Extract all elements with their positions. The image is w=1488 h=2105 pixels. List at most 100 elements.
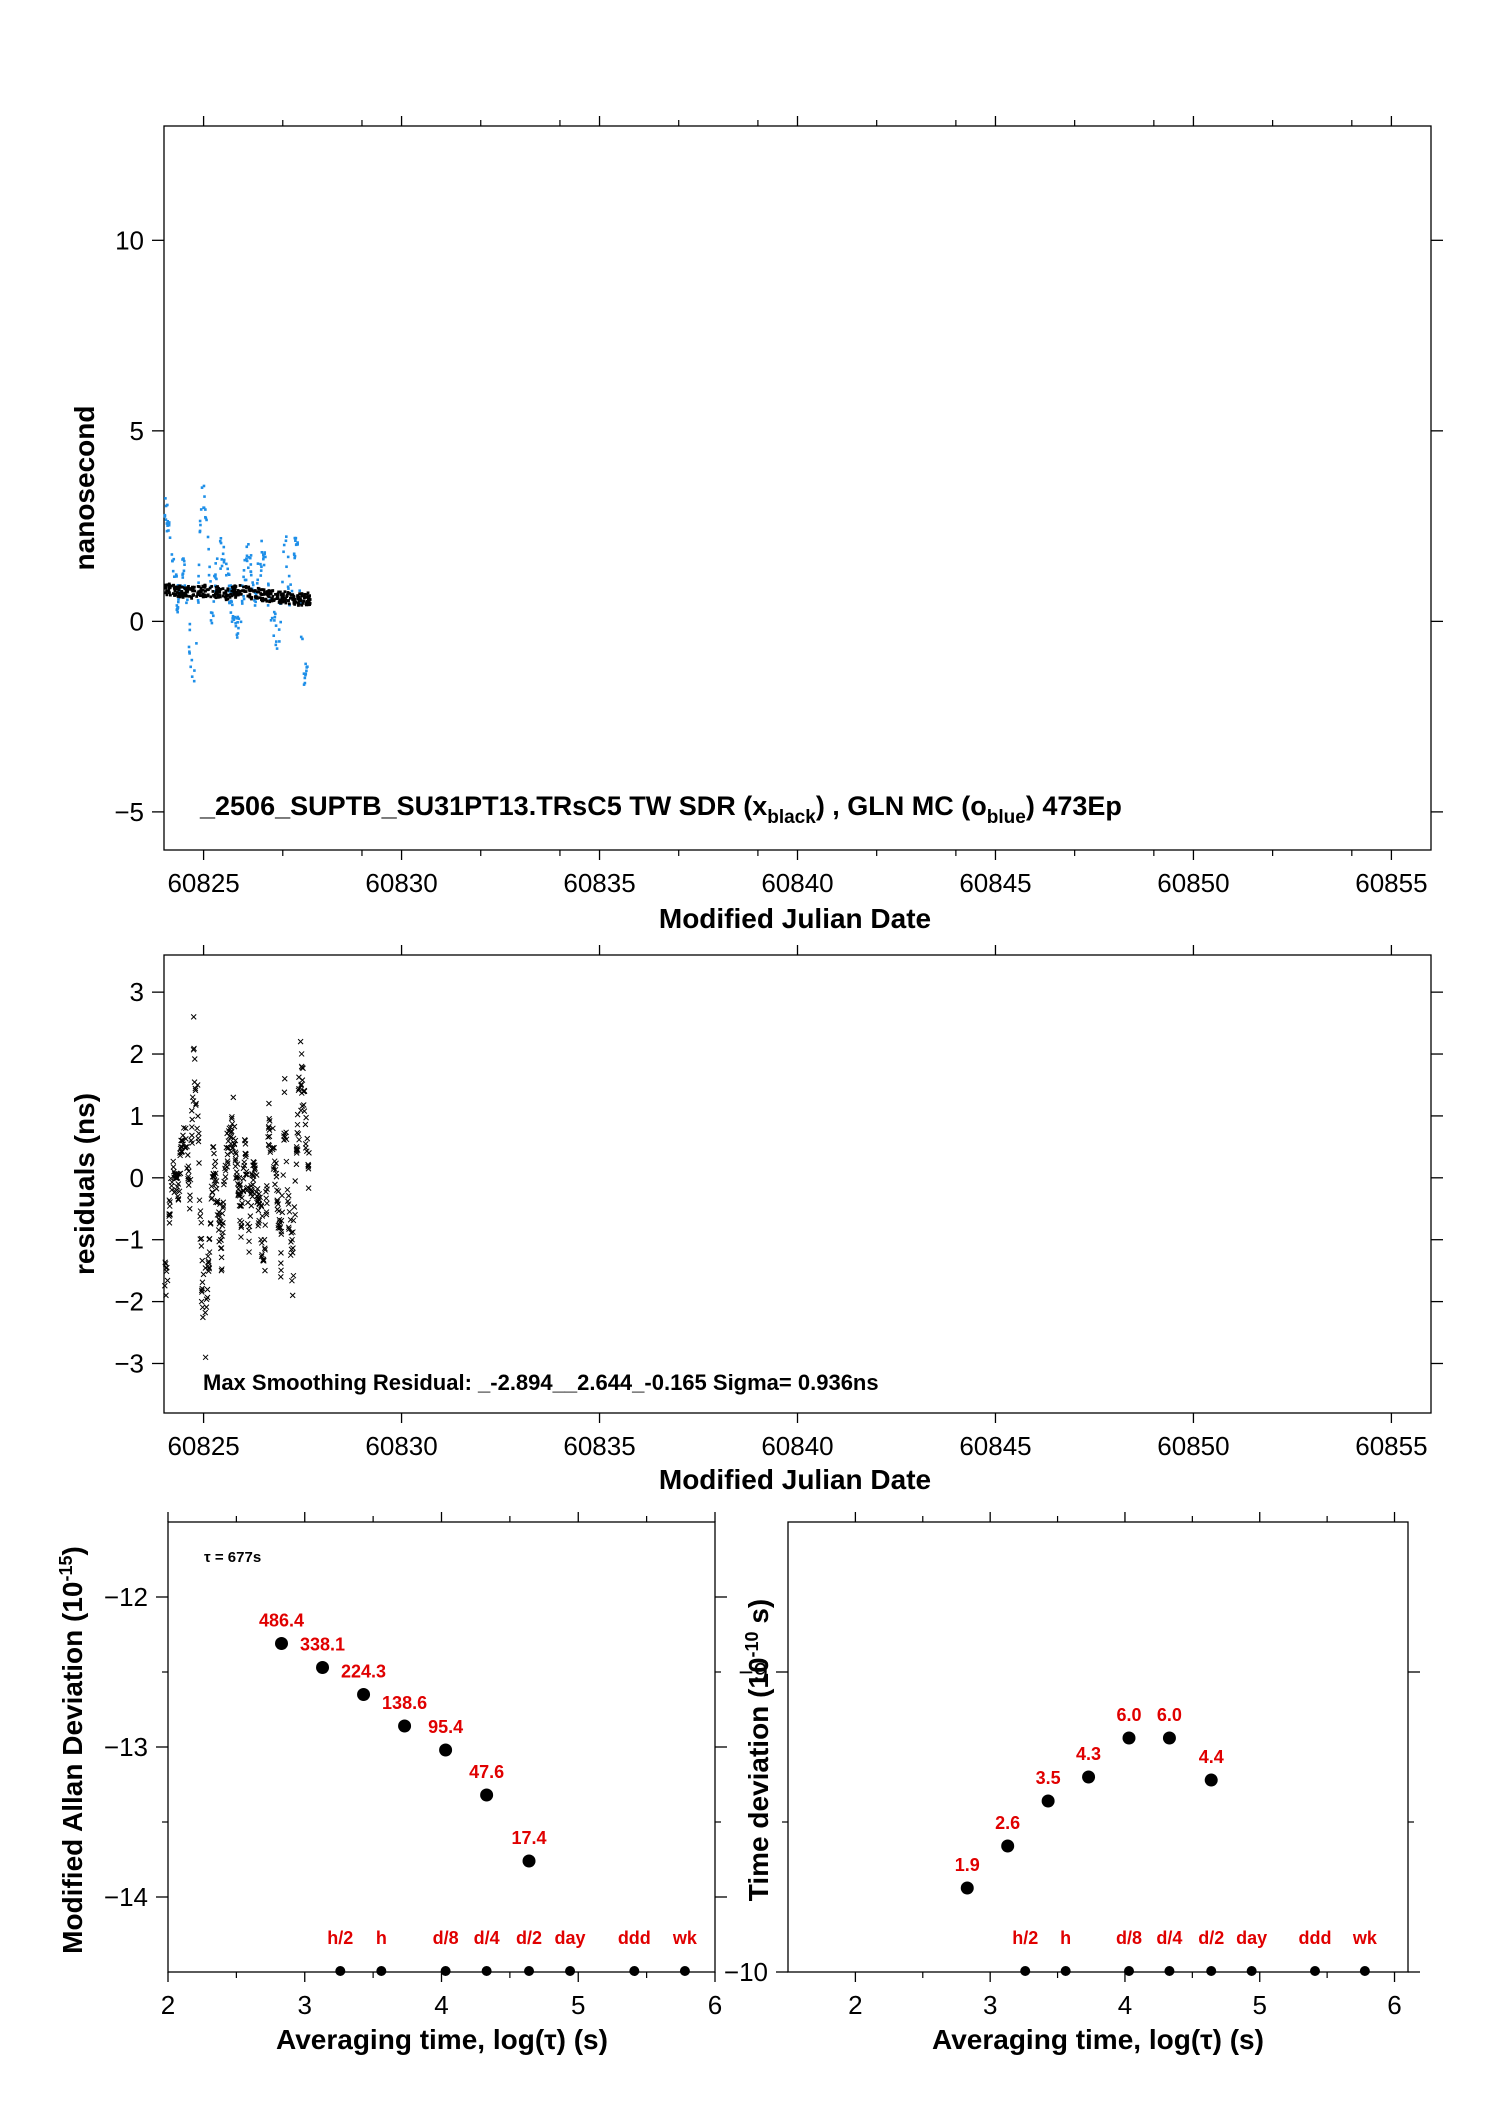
- blue-point: [203, 495, 206, 498]
- blue-point: [294, 539, 297, 543]
- black-point: [230, 594, 234, 598]
- blue-point: [286, 555, 290, 559]
- blue-point: [237, 617, 241, 621]
- blue-point: [274, 612, 277, 616]
- blue-point: [163, 515, 167, 518]
- blue-point: [299, 602, 302, 605]
- residuals-note: Max Smoothing Residual: _-2.894__2.644_-…: [203, 1370, 879, 1395]
- black-point: [270, 599, 274, 603]
- black-point: [269, 592, 273, 595]
- black-point: [292, 599, 296, 603]
- y-tick-label: 5: [130, 416, 144, 446]
- blue-point: [298, 589, 302, 592]
- black-point: [193, 589, 197, 593]
- residual-point: [290, 1272, 297, 1279]
- blue-point: [197, 601, 200, 604]
- black-point: [168, 591, 171, 595]
- deviation-point: [316, 1661, 330, 1674]
- black-point: [248, 589, 252, 593]
- black-point: [218, 591, 222, 594]
- tau-marker: [524, 1966, 535, 1976]
- blue-point: [278, 640, 281, 643]
- black-point: [191, 586, 194, 589]
- tau-marker: [565, 1966, 576, 1976]
- black-point: [197, 590, 201, 594]
- blue-point: [285, 565, 288, 569]
- blue-point: [302, 683, 306, 686]
- black-point: [252, 589, 256, 593]
- blue-point: [235, 616, 239, 620]
- deviation-label: 4.4: [1199, 1747, 1224, 1767]
- residual-point: [283, 1129, 289, 1136]
- residual-point: [293, 1150, 300, 1156]
- residual-point: [304, 1135, 311, 1142]
- blue-point: [225, 562, 228, 566]
- black-point: [293, 597, 297, 601]
- black-point: [172, 586, 176, 590]
- blue-point: [228, 587, 232, 591]
- blue-point: [206, 535, 210, 539]
- residual-point: [197, 1236, 204, 1242]
- blue-point: [174, 573, 178, 576]
- blue-point: [204, 515, 207, 519]
- black-point: [259, 588, 263, 592]
- blue-point: [289, 583, 292, 586]
- residual-point: [233, 1151, 239, 1157]
- black-point: [203, 585, 207, 589]
- black-point: [217, 586, 220, 590]
- residual-point: [193, 1100, 199, 1107]
- residual-point: [238, 1203, 244, 1210]
- residual-point: [244, 1220, 251, 1227]
- residual-point: [257, 1194, 263, 1201]
- residual-point: [255, 1207, 262, 1214]
- residual-point: [225, 1145, 231, 1152]
- blue-point: [165, 522, 169, 525]
- blue-point: [207, 547, 210, 551]
- residual-point: [230, 1094, 237, 1101]
- blue-point: [272, 634, 276, 638]
- residual-point: [210, 1170, 217, 1177]
- residual-point: [286, 1226, 292, 1233]
- blue-point: [183, 563, 186, 566]
- black-point: [307, 599, 311, 603]
- deviation-label: 486.4: [259, 1611, 304, 1631]
- blue-point: [284, 535, 288, 538]
- residual-point: [187, 1192, 193, 1199]
- blue-point: [236, 632, 240, 635]
- blue-point: [215, 557, 219, 560]
- blue-point: [197, 581, 200, 584]
- residual-point: [243, 1185, 250, 1192]
- black-point: [235, 590, 239, 594]
- residual-point: [240, 1165, 247, 1172]
- black-point: [174, 585, 178, 589]
- residual-point: [278, 1260, 284, 1266]
- blue-point: [183, 584, 187, 587]
- blue-point: [210, 621, 214, 625]
- residual-point: [248, 1182, 254, 1189]
- blue-point: [176, 584, 180, 587]
- blue-point: [301, 637, 304, 641]
- tau-marker-label: wk: [1352, 1928, 1378, 1948]
- black-point: [216, 585, 219, 588]
- mdev-ylabel: Modified Allan Deviation (10-15): [56, 1546, 88, 1954]
- residual-point: [302, 1145, 309, 1151]
- blue-point: [259, 569, 263, 572]
- black-point: [284, 597, 287, 601]
- blue-point: [166, 519, 170, 523]
- black-point: [271, 595, 275, 598]
- blue-point: [196, 599, 200, 602]
- residual-point: [166, 1197, 173, 1204]
- blue-point: [209, 619, 213, 622]
- residual-point: [163, 1292, 169, 1299]
- x-tick-label: 60845: [959, 1431, 1031, 1461]
- residual-point: [238, 1222, 245, 1229]
- residual-point: [248, 1190, 254, 1197]
- residual-point: [164, 1277, 171, 1284]
- black-point: [247, 585, 251, 589]
- residual-point: [235, 1192, 242, 1199]
- black-point: [201, 584, 205, 588]
- black-point: [187, 585, 190, 588]
- black-point: [278, 599, 282, 603]
- residual-point: [258, 1240, 265, 1246]
- residual-point: [215, 1227, 222, 1233]
